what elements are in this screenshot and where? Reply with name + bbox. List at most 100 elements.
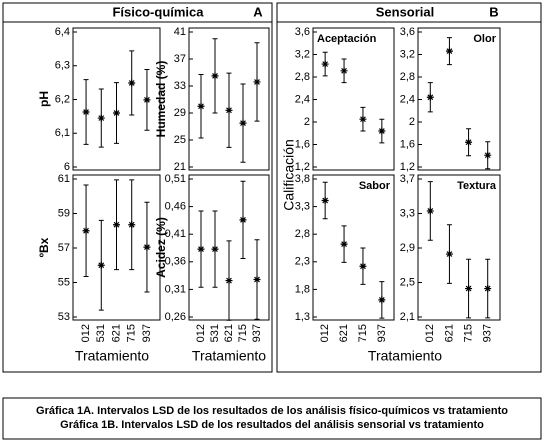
x-tick-label: 937	[482, 324, 494, 342]
x-tick-label: 937	[141, 324, 153, 342]
y-tick-label: 3,3	[295, 201, 310, 213]
point-marker	[225, 106, 233, 114]
y-tick-label: 1,6	[400, 138, 415, 150]
point-marker	[113, 221, 120, 229]
point-marker	[82, 108, 90, 116]
point-marker	[211, 72, 219, 80]
plot-frame	[312, 27, 395, 171]
point-marker	[253, 275, 261, 283]
y-tick-label: 3,8	[295, 173, 310, 185]
point-marker	[97, 261, 105, 269]
y-tick-label: 6,4	[55, 26, 70, 38]
point-marker	[82, 227, 90, 235]
y-tick-label: 2,8	[400, 71, 415, 83]
x-tick-label: 937	[376, 324, 388, 342]
x-tick-label: 937	[251, 324, 263, 342]
point-marker	[128, 79, 136, 87]
caption: Gráfica 1B. Intervalos LSD de los result…	[60, 419, 484, 431]
caption: Gráfica 1A. Intervalos LSD de los result…	[36, 405, 508, 417]
y-tick-label: 57	[58, 242, 70, 254]
panel-title: Olor	[473, 33, 496, 45]
point-marker	[426, 93, 434, 101]
x-tick-label: 621	[443, 324, 455, 342]
point-marker	[128, 221, 136, 229]
plot-frame	[312, 174, 395, 321]
y-tick-label: 0,31	[165, 283, 186, 295]
y-tick-label: 2,9	[400, 242, 415, 254]
y-tick-label: 0,51	[165, 173, 186, 185]
y-tick-label: 3,6	[400, 26, 415, 38]
y-tick-label: 25	[174, 134, 186, 146]
x-tick-label: 715	[462, 324, 474, 342]
point-marker	[143, 96, 151, 104]
point-marker	[97, 114, 105, 122]
x-tick-label: 531	[209, 324, 221, 342]
y-tick-label: 0,36	[165, 256, 186, 268]
panel-title: Textura	[457, 180, 497, 192]
y-tick-label: 2,8	[295, 228, 310, 240]
y-tick-label: 3,7	[400, 173, 415, 185]
y-axis-label: Humedad (%)	[154, 61, 168, 138]
y-tick-label: 41	[174, 26, 186, 38]
point-marker	[445, 47, 453, 55]
y-tick-label: 2,5	[400, 276, 415, 288]
y-tick-label: 21	[174, 161, 186, 173]
point-marker	[465, 138, 473, 146]
x-tick-label: 621	[223, 324, 235, 342]
y-tick-label: 3,2	[295, 48, 310, 60]
y-tick-label: 2,4	[295, 93, 310, 105]
group-title: Físico-química	[112, 4, 204, 19]
point-marker	[359, 115, 367, 123]
y-tick-label: 55	[58, 276, 70, 288]
y-tick-label: 0,41	[165, 228, 186, 240]
y-tick-label: 29	[174, 107, 186, 119]
point-marker	[253, 78, 261, 86]
point-marker	[197, 245, 205, 253]
point-marker	[378, 127, 386, 135]
point-marker	[465, 285, 473, 293]
point-marker	[378, 296, 386, 304]
y-tick-label: 61	[58, 173, 70, 185]
y-tick-label: 6	[64, 161, 70, 173]
point-marker	[426, 207, 434, 215]
y-tick-label: 1,6	[295, 138, 310, 150]
point-marker	[340, 240, 348, 248]
y-axis-label: Calificación	[281, 139, 297, 211]
group-frame	[2, 2, 273, 373]
y-tick-label: 6,3	[55, 60, 70, 72]
point-marker	[445, 250, 453, 258]
x-tick-label: 715	[357, 324, 369, 342]
y-tick-label: 2,4	[400, 93, 415, 105]
caption-frame	[2, 397, 542, 440]
plot-frame	[188, 27, 270, 171]
panel-title: Aceptación	[317, 33, 377, 45]
y-tick-label: 1,3	[295, 311, 310, 323]
y-tick-label: 53	[58, 311, 70, 323]
point-marker	[340, 67, 348, 75]
point-marker	[484, 151, 492, 159]
x-tick-label: 715	[126, 324, 138, 342]
group-frame	[276, 2, 542, 373]
y-tick-label: 2	[304, 116, 310, 128]
point-marker	[484, 285, 492, 293]
point-marker	[197, 102, 205, 110]
y-tick-label: 3,2	[400, 48, 415, 60]
x-tick-label: 012	[80, 324, 92, 342]
x-axis-label: Tratamiento	[75, 348, 149, 364]
point-marker	[225, 277, 233, 285]
x-tick-label: 012	[195, 324, 207, 342]
point-marker	[321, 197, 329, 205]
y-tick-label: 3,3	[400, 207, 415, 219]
y-tick-label: 0,46	[165, 201, 186, 213]
y-tick-label: 2,3	[295, 256, 310, 268]
y-tick-label: 33	[174, 80, 186, 92]
point-marker	[239, 119, 247, 127]
x-tick-label: 621	[110, 324, 122, 342]
point-marker	[113, 109, 120, 117]
y-axis-label: pH	[37, 91, 51, 107]
y-axis-label: Acidez (%)	[154, 217, 168, 278]
y-tick-label: 2,8	[295, 71, 310, 83]
group-title: Sensorial	[376, 4, 435, 19]
point-marker	[211, 245, 219, 253]
